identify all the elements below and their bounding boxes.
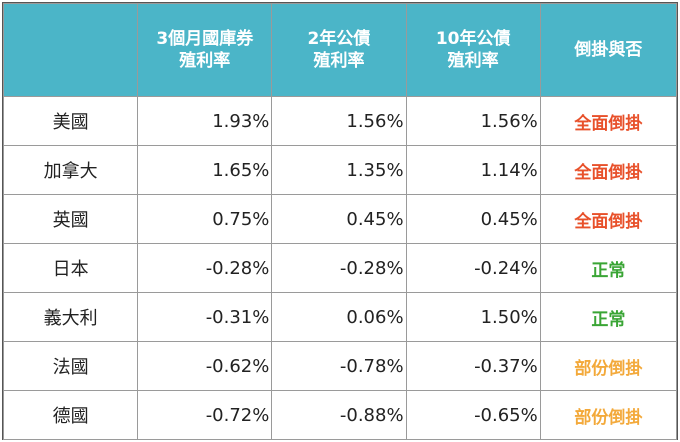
header-2y-line1: 2年公債 — [307, 29, 371, 49]
table-row: 英國 0.75% 0.45% 0.45% 全面倒掛 — [2, 194, 678, 244]
inversion-status-cell: 全面倒掛 — [539, 145, 678, 195]
country-cell: 日本 — [2, 243, 139, 293]
yield-10y-cell: 0.45% — [405, 194, 541, 244]
inversion-status-cell: 全面倒掛 — [539, 96, 678, 146]
table-row: 加拿大 1.65% 1.35% 1.14% 全面倒掛 — [2, 145, 678, 195]
inversion-status-cell: 正常 — [539, 292, 678, 342]
yield-2y-cell: 0.06% — [271, 292, 407, 342]
yield-inversion-table: 3個月國庫券 殖利率 2年公債 殖利率 10年公債 殖利率 倒掛與否 美國 1.… — [2, 3, 678, 440]
header-10y-line1: 10年公債 — [435, 29, 511, 49]
yield-10y-cell: -0.24% — [405, 243, 541, 293]
yield-3m-cell: 1.93% — [137, 96, 273, 146]
table-row: 德國 -0.72% -0.88% -0.65% 部份倒掛 — [2, 390, 678, 440]
yield-10y-cell: -0.37% — [405, 341, 541, 391]
inversion-status-cell: 部份倒掛 — [539, 341, 678, 391]
country-cell: 德國 — [2, 390, 139, 440]
table-row: 美國 1.93% 1.56% 1.56% 全面倒掛 — [2, 96, 678, 146]
yield-2y-cell: -0.28% — [271, 243, 407, 293]
table-row: 法國 -0.62% -0.78% -0.37% 部份倒掛 — [2, 341, 678, 391]
yield-10y-cell: 1.50% — [405, 292, 541, 342]
country-cell: 義大利 — [2, 292, 139, 342]
yield-2y-cell: -0.78% — [271, 341, 407, 391]
yield-3m-cell: -0.62% — [137, 341, 273, 391]
yield-3m-cell: -0.72% — [137, 390, 273, 440]
header-country-cell — [2, 3, 139, 97]
yield-10y-cell: -0.65% — [405, 390, 541, 440]
inversion-status-cell: 全面倒掛 — [539, 194, 678, 244]
country-cell: 英國 — [2, 194, 139, 244]
header-10y-line2: 殖利率 — [447, 51, 499, 71]
yield-2y-cell: 1.35% — [271, 145, 407, 195]
inversion-status-cell: 部份倒掛 — [539, 390, 678, 440]
header-row: 3個月國庫券 殖利率 2年公債 殖利率 10年公債 殖利率 倒掛與否 — [2, 3, 678, 97]
header-2y-bond-yield: 2年公債 殖利率 — [271, 3, 407, 97]
yield-2y-cell: 0.45% — [271, 194, 407, 244]
country-cell: 美國 — [2, 96, 139, 146]
yield-10y-cell: 1.56% — [405, 96, 541, 146]
table-row: 義大利 -0.31% 0.06% 1.50% 正常 — [2, 292, 678, 342]
header-inversion-status: 倒掛與否 — [539, 3, 678, 97]
table-row: 日本 -0.28% -0.28% -0.24% 正常 — [2, 243, 678, 293]
header-3m-bill-yield: 3個月國庫券 殖利率 — [137, 3, 273, 97]
inversion-status-cell: 正常 — [539, 243, 678, 293]
header-3m-line2: 殖利率 — [179, 51, 231, 71]
yield-3m-cell: -0.31% — [137, 292, 273, 342]
yield-10y-cell: 1.14% — [405, 145, 541, 195]
yield-3m-cell: 0.75% — [137, 194, 273, 244]
yield-2y-cell: 1.56% — [271, 96, 407, 146]
yield-2y-cell: -0.88% — [271, 390, 407, 440]
header-10y-bond-yield: 10年公債 殖利率 — [405, 3, 541, 97]
header-3m-line1: 3個月國庫券 — [156, 29, 254, 49]
country-cell: 加拿大 — [2, 145, 139, 195]
country-cell: 法國 — [2, 341, 139, 391]
yield-3m-cell: 1.65% — [137, 145, 273, 195]
yield-3m-cell: -0.28% — [137, 243, 273, 293]
header-2y-line2: 殖利率 — [313, 51, 365, 71]
